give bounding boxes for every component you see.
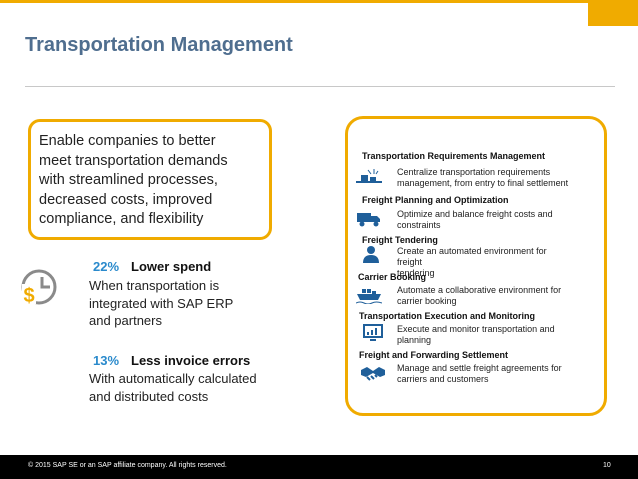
capability-description: Optimize and balance freight costs and c…: [397, 209, 572, 231]
stat-percent: 22%: [93, 259, 120, 274]
ship-icon: [356, 289, 382, 304]
truck-icon: [357, 213, 380, 227]
callout-line: Enable companies to better: [39, 133, 216, 149]
capability-line: Execute and monitor transportation and: [397, 324, 555, 334]
capability-line: Optimize and balance freight costs and: [397, 209, 553, 219]
capability-description: Execute and monitor transportation and p…: [397, 324, 572, 346]
stat-description: With automatically calculated and distri…: [89, 370, 289, 405]
callout-line: compliance, and flexibility: [39, 211, 204, 228]
capability-line: Centralize transportation requirements: [397, 167, 551, 177]
conveyor-icon: [356, 169, 382, 183]
capability-line: carriers and customers: [397, 374, 489, 384]
capability-title: Freight Planning and Optimization: [362, 195, 509, 205]
capabilities-panel: [345, 116, 607, 416]
footer-bar: © 2015 SAP SE or an SAP affiliate compan…: [0, 455, 638, 479]
capability-description: Create an automated environment for frei…: [397, 246, 572, 279]
capability-title: Transportation Requirements Management: [362, 151, 546, 161]
page-title: Transportation Management: [25, 34, 293, 56]
capability-line: planning: [397, 335, 432, 345]
capability-line: Automate a collaborative environment for: [397, 285, 562, 295]
stat-percent: 13%: [93, 353, 120, 368]
capability-description: Manage and settle freight agreements for…: [397, 363, 572, 385]
capability-line: carrier booking: [397, 296, 457, 306]
callout-line: decreased costs, improved: [39, 191, 213, 208]
stat-headline: Lower spend: [131, 259, 212, 274]
summary-callout: Enable companies to better meet transpor…: [28, 119, 272, 240]
stat-line: integrated with SAP ERP: [89, 295, 234, 311]
capability-line: constraints: [397, 220, 441, 230]
stat-headline: Less invoice errors: [131, 353, 251, 368]
capability-description: Automate a collaborative environment for…: [397, 285, 572, 307]
capability-line: Manage and settle freight agreements for: [397, 363, 562, 373]
capability-title: Transportation Execution and Monitoring: [359, 311, 536, 321]
money-clock-icon: $: [21, 269, 57, 306]
page-number: 10: [603, 462, 611, 469]
copyright-text: © 2015 SAP SE or an SAP affiliate compan…: [28, 462, 227, 469]
top-accent-bar: [0, 0, 638, 3]
corner-accent: [588, 0, 638, 26]
stat-line: and partners: [89, 313, 162, 328]
person-icon: [363, 246, 379, 263]
stat-line: and distributed costs: [89, 388, 209, 404]
callout-line: meet transportation demands: [39, 152, 228, 169]
capability-title: Carrier Booking: [358, 272, 427, 282]
stat-line: When transportation is: [89, 278, 220, 293]
capability-description: Centralize transportation requirements m…: [397, 167, 572, 189]
capability-line: management, from entry to final settleme…: [397, 178, 569, 188]
monitor-chart-icon: [363, 324, 383, 341]
title-divider: [25, 86, 615, 87]
capability-line: Create an automated environment for frei…: [397, 246, 547, 267]
stat-description: When transportation is integrated with S…: [89, 277, 289, 330]
capability-title: Freight Tendering: [362, 235, 438, 245]
stat-line: With automatically calculated: [89, 371, 257, 386]
svg-text:$: $: [23, 285, 34, 306]
capability-line: tendering: [397, 268, 435, 278]
capability-title: Freight and Forwarding Settlement: [359, 350, 509, 360]
handshake-icon: [361, 367, 385, 381]
callout-line: with streamlined processes,: [39, 172, 218, 189]
